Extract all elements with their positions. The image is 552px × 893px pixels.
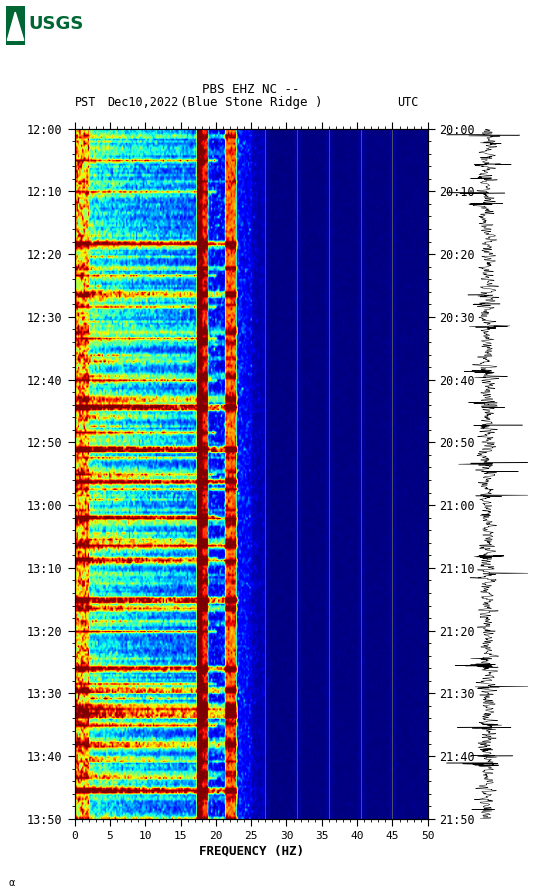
Text: (Blue Stone Ridge ): (Blue Stone Ridge ) [180, 96, 322, 109]
Text: Dec10,2022: Dec10,2022 [108, 96, 179, 109]
Polygon shape [7, 13, 24, 40]
Text: USGS: USGS [29, 15, 84, 33]
Text: α: α [8, 878, 15, 888]
Text: PST: PST [75, 96, 96, 109]
Text: PBS EHZ NC --: PBS EHZ NC -- [203, 82, 300, 96]
Text: UTC: UTC [397, 96, 419, 109]
X-axis label: FREQUENCY (HZ): FREQUENCY (HZ) [199, 845, 304, 858]
Bar [6, 6, 25, 46]
